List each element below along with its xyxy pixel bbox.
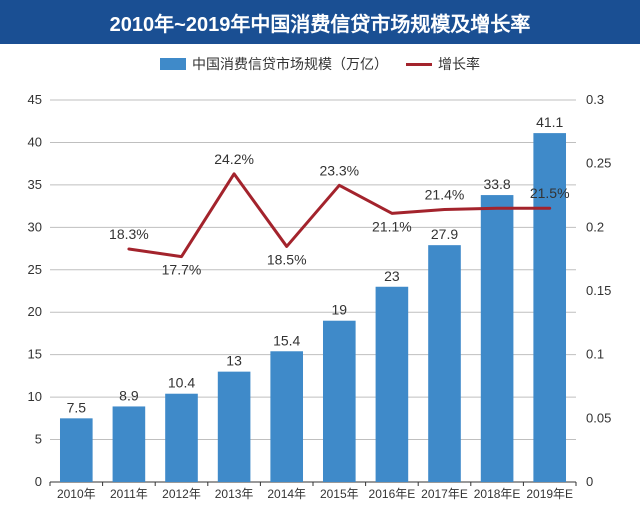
x-tick-label: 2019年E <box>526 487 573 501</box>
bar <box>481 195 514 482</box>
x-tick-label: 2015年 <box>320 487 359 501</box>
y-left-tick-label: 25 <box>28 262 42 277</box>
x-tick-label: 2013年 <box>215 487 254 501</box>
line-value-label: 21.1% <box>372 218 412 234</box>
bar-value-label: 10.4 <box>168 375 195 391</box>
bar-value-label: 13 <box>226 353 242 369</box>
y-right-tick-label: 0.25 <box>586 156 611 171</box>
line-value-label: 23.3% <box>319 162 359 178</box>
legend-item-bars: 中国消费信贷市场规模（万亿） <box>160 54 388 74</box>
bar-value-label: 15.4 <box>273 332 300 348</box>
line-value-label: 18.5% <box>267 251 307 267</box>
bar-value-label: 7.5 <box>67 399 87 415</box>
x-tick-label: 2018年E <box>474 487 521 501</box>
bar <box>376 287 409 482</box>
line-value-label: 24.2% <box>214 151 254 167</box>
x-tick-label: 2014年 <box>267 487 306 501</box>
x-tick-label: 2011年 <box>110 487 148 501</box>
line-value-label: 21.4% <box>425 187 465 203</box>
bar-value-label: 8.9 <box>119 387 139 403</box>
legend-label-line: 增长率 <box>438 54 480 74</box>
chart-legend: 中国消费信贷市场规模（万亿） 增长率 <box>0 44 640 84</box>
bar <box>428 245 461 482</box>
y-left-tick-label: 30 <box>28 219 42 234</box>
legend-swatch-bar <box>160 58 186 70</box>
line-value-label: 21.5% <box>530 185 570 201</box>
x-tick-label: 2010年 <box>57 487 96 501</box>
legend-label-bars: 中国消费信贷市场规模（万亿） <box>192 54 388 74</box>
chart-title-text: 2010年~2019年中国消费信贷市场规模及增长率 <box>110 8 531 37</box>
bar <box>270 351 303 482</box>
y-left-tick-label: 5 <box>35 432 42 447</box>
bar <box>165 394 198 482</box>
y-left-tick-label: 20 <box>28 304 42 319</box>
line-value-label: 18.3% <box>109 226 149 242</box>
y-right-tick-label: 0.1 <box>586 347 604 362</box>
bar-value-label: 19 <box>332 302 348 318</box>
plot-area: 0 5 10 15 20 25 30 35 40 45 0 0.05 0.1 0.15 0.2 0.25 0.3… <box>0 92 640 511</box>
legend-swatch-line <box>406 63 432 66</box>
bar-value-label: 33.8 <box>483 176 510 192</box>
bar <box>113 406 146 482</box>
plot-svg: 0 5 10 15 20 25 30 35 40 45 0 0.05 0.1 0.15 0.2 0.25 0.3… <box>0 92 640 506</box>
bar-value-label: 27.9 <box>431 226 458 242</box>
bar-value-label: 41.1 <box>536 114 563 130</box>
bar <box>323 321 356 482</box>
y-right-tick-label: 0.3 <box>586 92 604 107</box>
x-tick-label: 2017年E <box>421 487 468 501</box>
chart-root: 2010年~2019年中国消费信贷市场规模及增长率 中国消费信贷市场规模（万亿）… <box>0 0 640 513</box>
bar <box>218 372 251 482</box>
x-tick-label: 2016年E <box>369 487 416 501</box>
chart-title: 2010年~2019年中国消费信贷市场规模及增长率 <box>0 0 640 44</box>
bar-value-label: 23 <box>384 268 400 284</box>
y-left-tick-label: 45 <box>28 92 42 107</box>
bar <box>60 418 93 482</box>
x-tick-label: 2012年 <box>162 487 201 501</box>
y-right-tick-label: 0 <box>586 474 593 489</box>
y-left-tick-label: 40 <box>28 134 42 149</box>
y-left-tick-label: 35 <box>28 177 42 192</box>
legend-item-line: 增长率 <box>406 54 480 74</box>
y-left-tick-label: 0 <box>35 474 42 489</box>
line-value-label: 17.7% <box>162 262 202 278</box>
y-right-tick-label: 0.15 <box>586 283 611 298</box>
y-right-tick-label: 0.05 <box>586 410 611 425</box>
y-right-tick-label: 0.2 <box>586 219 604 234</box>
y-left-tick-label: 10 <box>28 389 42 404</box>
y-left-tick-label: 15 <box>28 347 42 362</box>
